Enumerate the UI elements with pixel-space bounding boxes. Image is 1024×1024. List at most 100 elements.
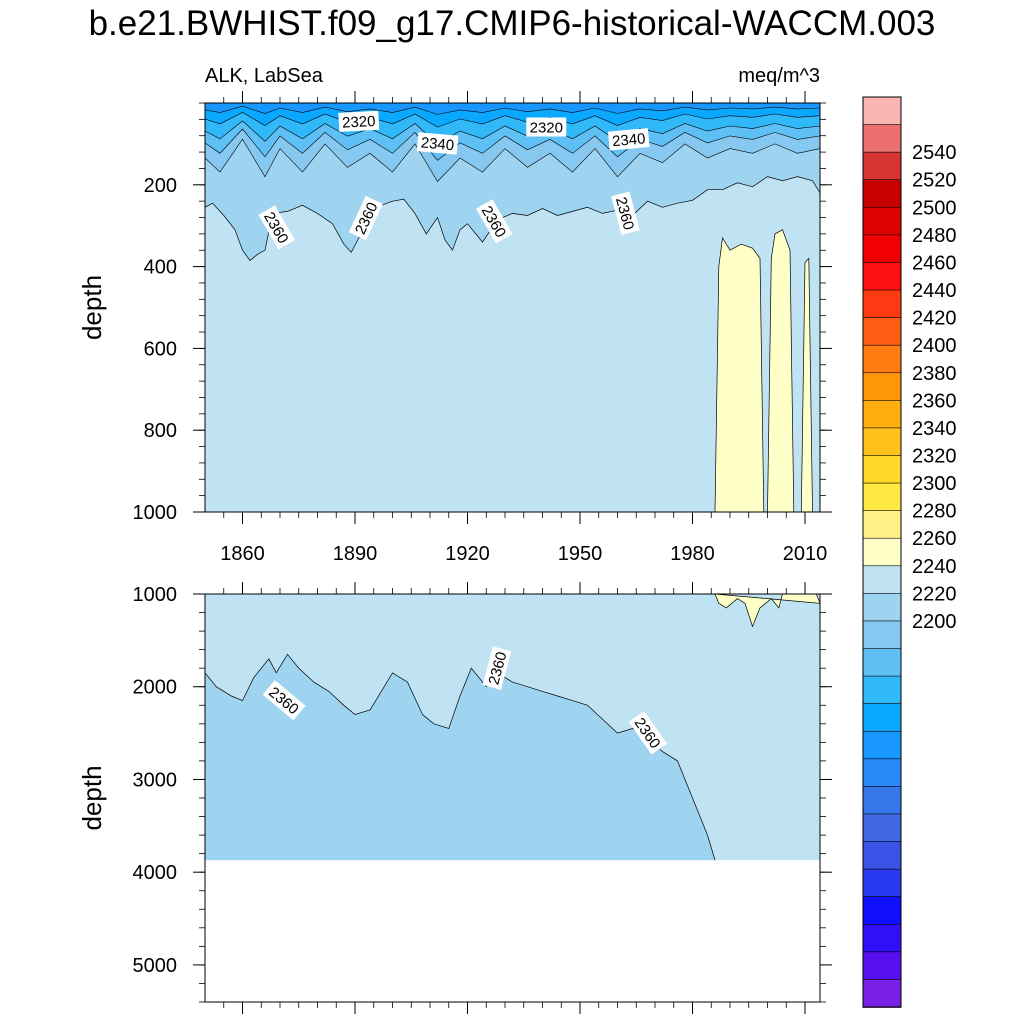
colorbar-label: 2520: [912, 170, 957, 192]
contour-label-group: 2320: [338, 110, 380, 132]
x-tick-label: 1950: [558, 543, 603, 565]
colorbar-label: 2460: [912, 253, 957, 275]
colorbar-swatch: [862, 620, 902, 650]
colorbar-label: 2380: [912, 363, 957, 385]
y-axis-title: depth: [77, 765, 107, 830]
y-axis-title: depth: [77, 275, 107, 340]
colorbar-swatch: [862, 979, 902, 1008]
colorbar-swatch: [862, 593, 902, 622]
colorbar-swatch: [862, 400, 902, 429]
colorbar-label: 2260: [912, 528, 957, 550]
x-tick-label: 1890: [333, 543, 378, 565]
colorbar-label: 2360: [912, 390, 957, 412]
contour-label: 2320: [530, 120, 563, 137]
colorbar-swatch: [862, 124, 902, 153]
y-tick-label: 600: [144, 338, 177, 360]
contour-label-bg: [262, 680, 306, 721]
colorbar-swatch: [862, 896, 902, 926]
contour-label-bg: [258, 205, 295, 250]
contour-label-bg: [482, 646, 512, 690]
anomaly-region: [714, 236, 765, 513]
colorbar-swatch: [862, 703, 902, 733]
contour-label-bg: [476, 199, 513, 244]
contour-label-bg: [608, 128, 650, 151]
colorbar-label: 2420: [912, 308, 957, 330]
contour-label-group: 2340: [608, 128, 650, 151]
colorbar-swatch: [862, 951, 902, 981]
colorbar-swatch: [862, 207, 902, 236]
contour-label-bg: [348, 195, 383, 241]
x-tick-label: 2010: [783, 543, 828, 565]
colorbar-label: 2200: [912, 611, 957, 633]
colorbar-swatch: [862, 813, 902, 843]
colorbar-label: 2220: [912, 583, 957, 605]
colorbar-swatch: [862, 730, 902, 760]
y-tick-label: 200: [144, 175, 177, 197]
y-tick-label: 400: [144, 257, 177, 279]
contour-label-bg: [338, 110, 380, 132]
colorbar-frame: [862, 96, 902, 1008]
contour-label: 2340: [611, 130, 646, 150]
colorbar-label: 2240: [912, 556, 957, 578]
anomaly-region: [767, 229, 795, 513]
colorbar-swatch: [862, 344, 902, 374]
contour-line-2360: [204, 653, 716, 861]
surface-band-4: [204, 102, 821, 115]
colorbar-swatch: [862, 262, 902, 291]
colorbar-swatch: [862, 841, 902, 870]
colorbar-label: 2480: [912, 225, 957, 247]
y-tick-label: 1000: [133, 502, 178, 524]
colorbar-swatch: [862, 868, 902, 898]
colorbar-label: 2280: [912, 501, 957, 523]
colorbar-label: 2500: [912, 197, 957, 219]
panel-frame: [204, 102, 821, 513]
y-tick-label: 4000: [133, 862, 178, 884]
colorbar-swatch: [862, 234, 902, 264]
colorbar-label: 2400: [912, 335, 957, 357]
colorbar-swatch: [862, 758, 902, 788]
colorbar-swatch: [862, 455, 902, 484]
x-tick-label: 1860: [220, 543, 265, 565]
variable-label: ALK, LabSea: [205, 65, 324, 87]
colorbar-swatch: [862, 179, 902, 209]
colorbar-label: 2440: [912, 280, 957, 302]
y-tick-label: 3000: [133, 769, 178, 791]
y-tick-label: 2000: [133, 677, 178, 699]
units-label: meq/m^3: [738, 65, 820, 87]
colorbar-swatch: [862, 317, 902, 346]
contour-label: 2320: [342, 113, 376, 132]
colorbar: 2540 2520 2500 2480 2460 2440 2420 2400 2380 2360…: [862, 96, 957, 1008]
contour-label-bg: [611, 191, 640, 236]
colorbar-swatch: [862, 289, 902, 319]
colorbar-swatch: [862, 537, 902, 567]
x-tick-label: 1920: [445, 543, 490, 565]
contour-label-bg: [628, 710, 668, 755]
contour-label: 2340: [420, 134, 455, 154]
colorbar-swatch: [862, 372, 902, 402]
colorbar-label: 2340: [912, 418, 957, 440]
colorbar-swatch: [862, 427, 902, 457]
colorbar-swatch: [862, 675, 902, 705]
contour-label-group: 2340: [416, 132, 459, 155]
colorbar-label: 2540: [912, 142, 957, 164]
y-tick-label: 800: [144, 420, 177, 442]
colorbar-swatch: [862, 510, 902, 540]
colorbar-label: 2300: [912, 473, 957, 495]
colorbar-swatch: [862, 482, 902, 512]
contour-label-group: 2320: [526, 117, 567, 137]
colorbar-swatch: [862, 923, 902, 953]
y-tick-label: 5000: [133, 955, 178, 977]
contour-label-bg: [416, 132, 459, 155]
colorbar-swatch: [862, 786, 902, 815]
contour-label-bg: [526, 117, 567, 137]
chart-title: b.e21.BWHIST.f09_g17.CMIP6-historical-WA…: [88, 4, 936, 43]
colorbar-label: 2320: [912, 446, 957, 468]
y-tick-label: 1000: [133, 584, 178, 606]
colorbar-swatch: [862, 648, 902, 677]
colorbar-swatch: [862, 96, 902, 126]
x-tick-label: 1980: [670, 543, 715, 565]
colorbar-swatch: [862, 565, 902, 595]
